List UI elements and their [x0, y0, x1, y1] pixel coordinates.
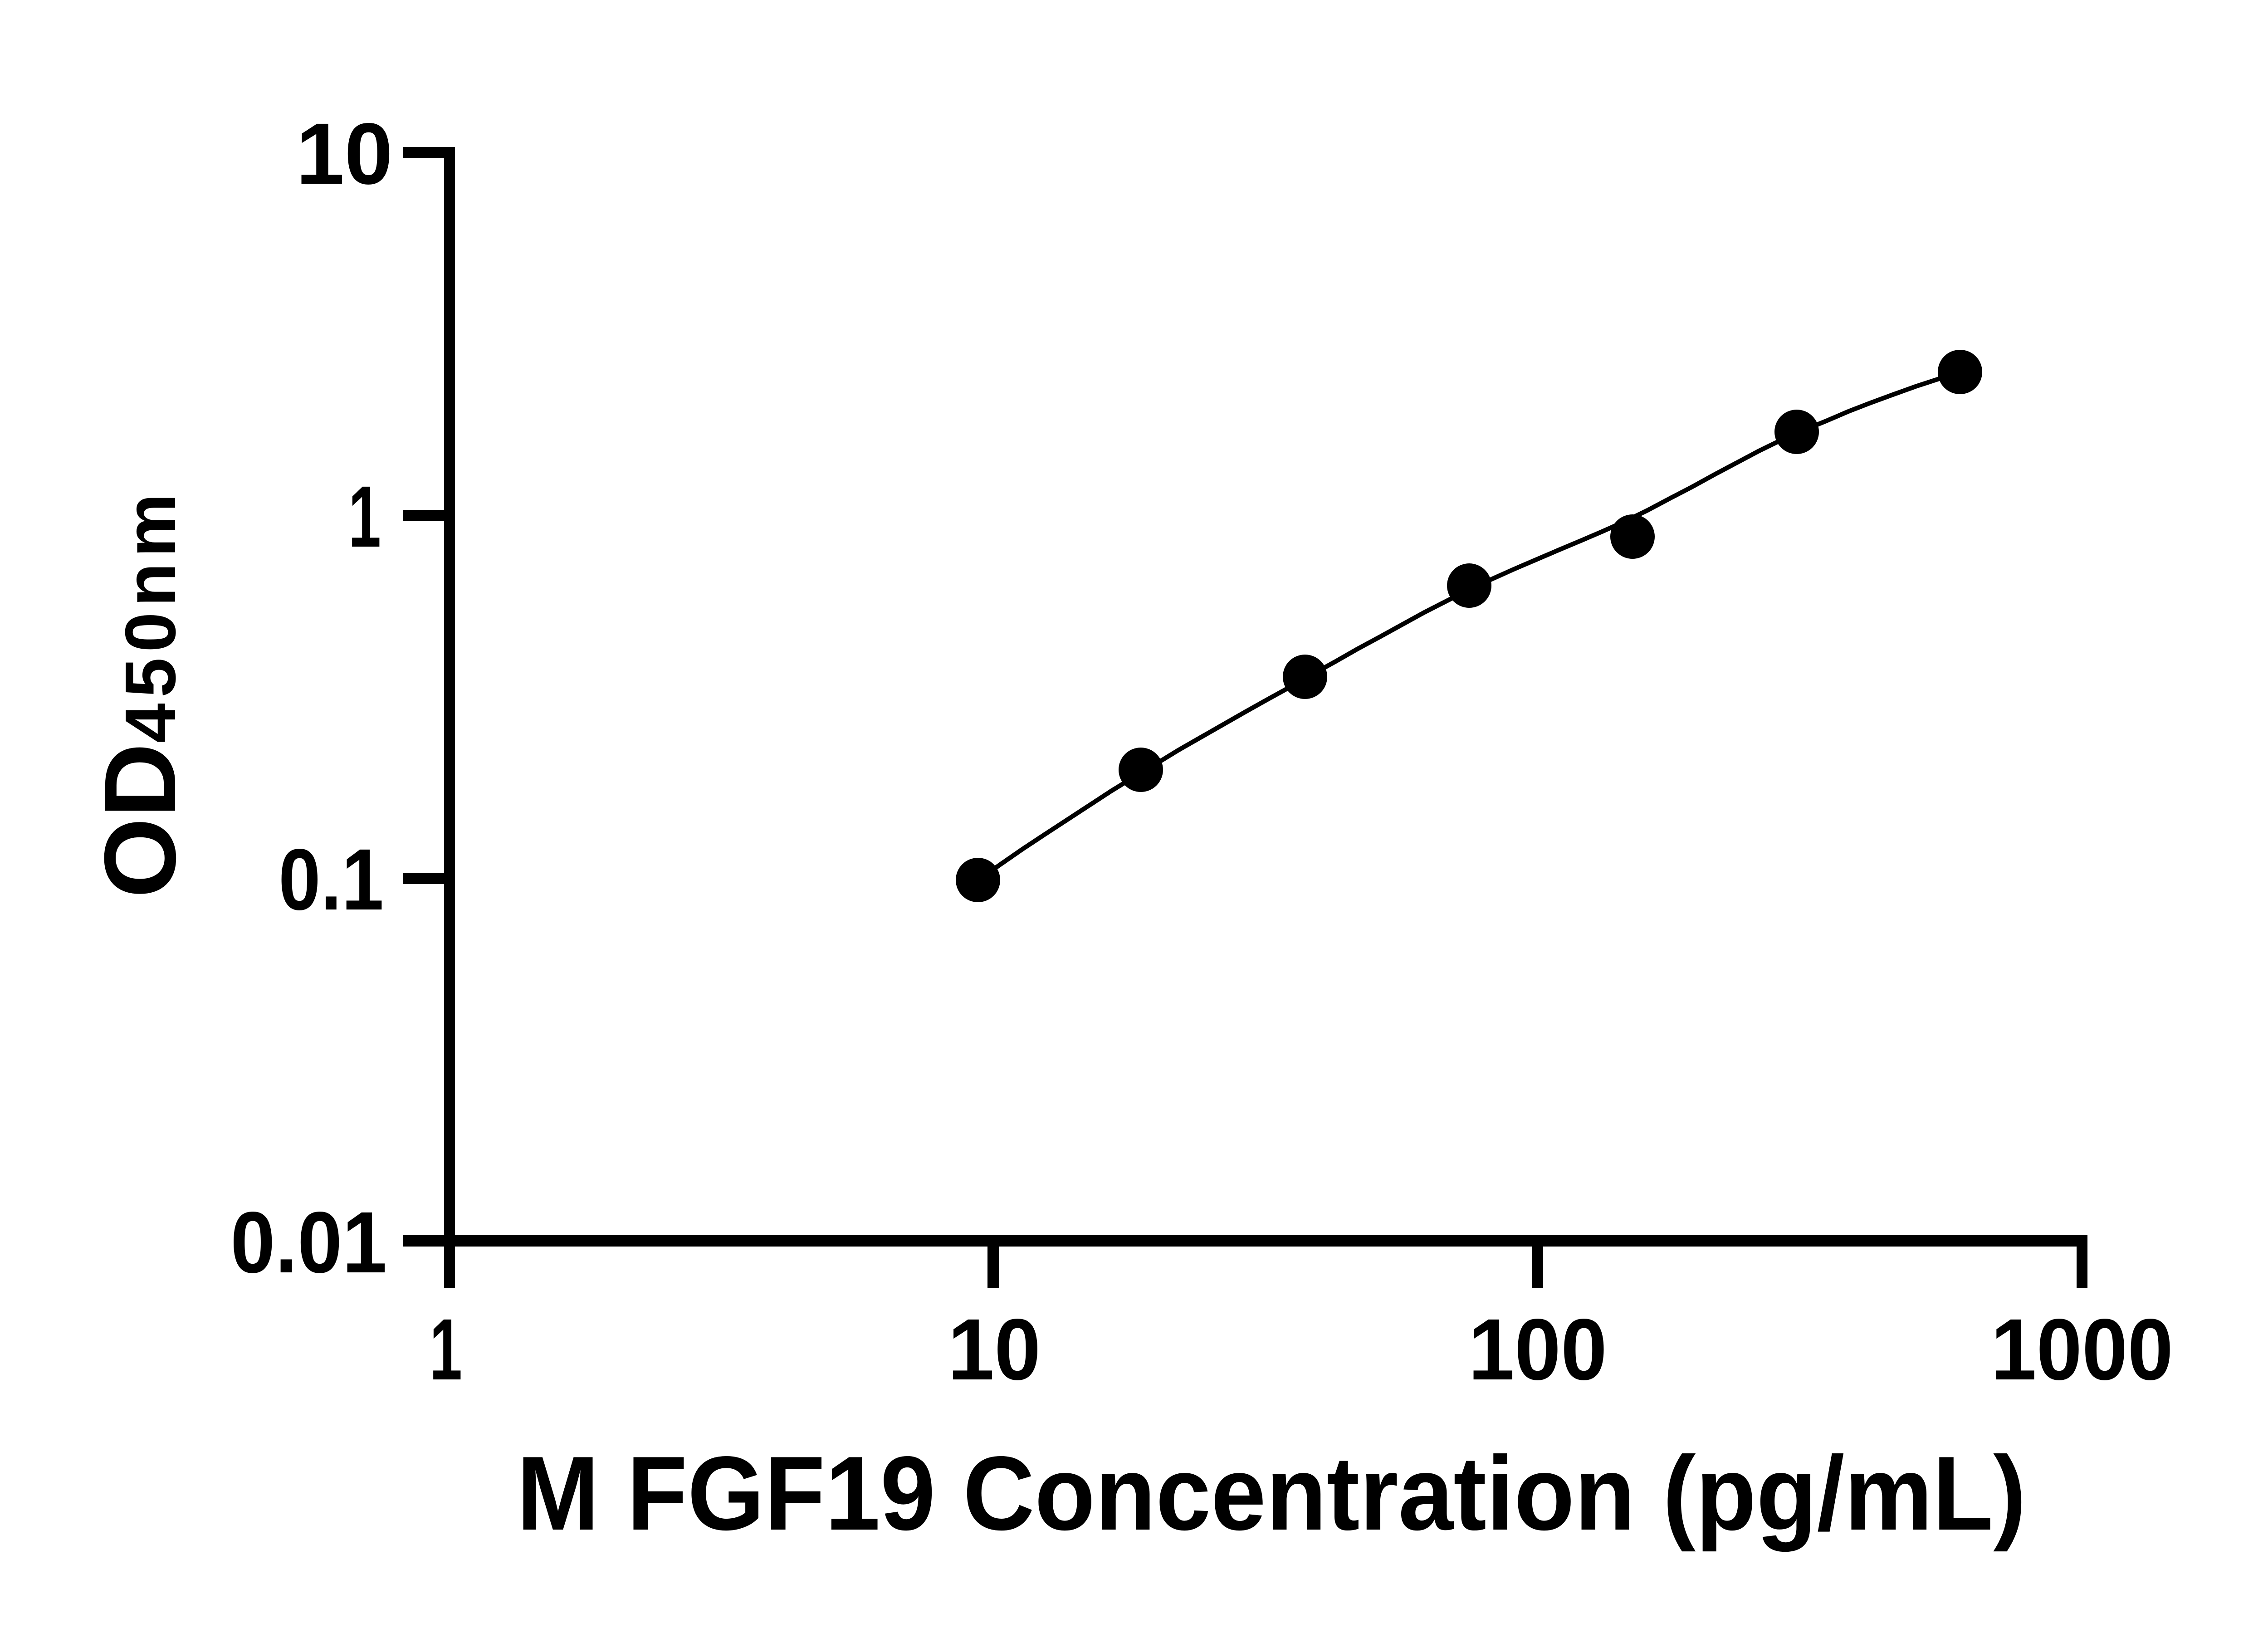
svg-text:OD450nm: OD450nm	[83, 494, 197, 898]
svg-text:0.1: 0.1	[279, 831, 384, 928]
svg-text:1: 1	[430, 1301, 462, 1398]
svg-text:1: 1	[348, 468, 381, 565]
svg-text:1000: 1000	[1991, 1301, 2173, 1398]
svg-text:10: 10	[296, 105, 393, 202]
svg-text:M FGF19 Concentration (pg/mL): M FGF19 Concentration (pg/mL)	[517, 1435, 2026, 1552]
svg-text:10: 10	[948, 1301, 1041, 1398]
svg-text:0.01: 0.01	[230, 1193, 387, 1291]
svg-text:100: 100	[1468, 1301, 1607, 1398]
